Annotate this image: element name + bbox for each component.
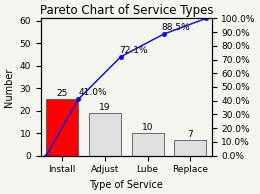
Bar bbox=[174, 140, 206, 156]
Text: 72.1%: 72.1% bbox=[119, 46, 147, 55]
Text: 25: 25 bbox=[57, 89, 68, 98]
Y-axis label: Number: Number bbox=[4, 67, 14, 107]
Text: 88.5%: 88.5% bbox=[161, 23, 190, 32]
Text: 10: 10 bbox=[142, 123, 153, 132]
Bar bbox=[132, 133, 164, 156]
Text: 19: 19 bbox=[99, 103, 111, 112]
Text: 7: 7 bbox=[187, 130, 193, 139]
Bar bbox=[46, 99, 78, 156]
Title: Pareto Chart of Service Types: Pareto Chart of Service Types bbox=[40, 4, 213, 17]
Text: 41.0%: 41.0% bbox=[78, 88, 107, 98]
Bar bbox=[89, 113, 121, 156]
X-axis label: Type of Service: Type of Service bbox=[89, 180, 163, 190]
